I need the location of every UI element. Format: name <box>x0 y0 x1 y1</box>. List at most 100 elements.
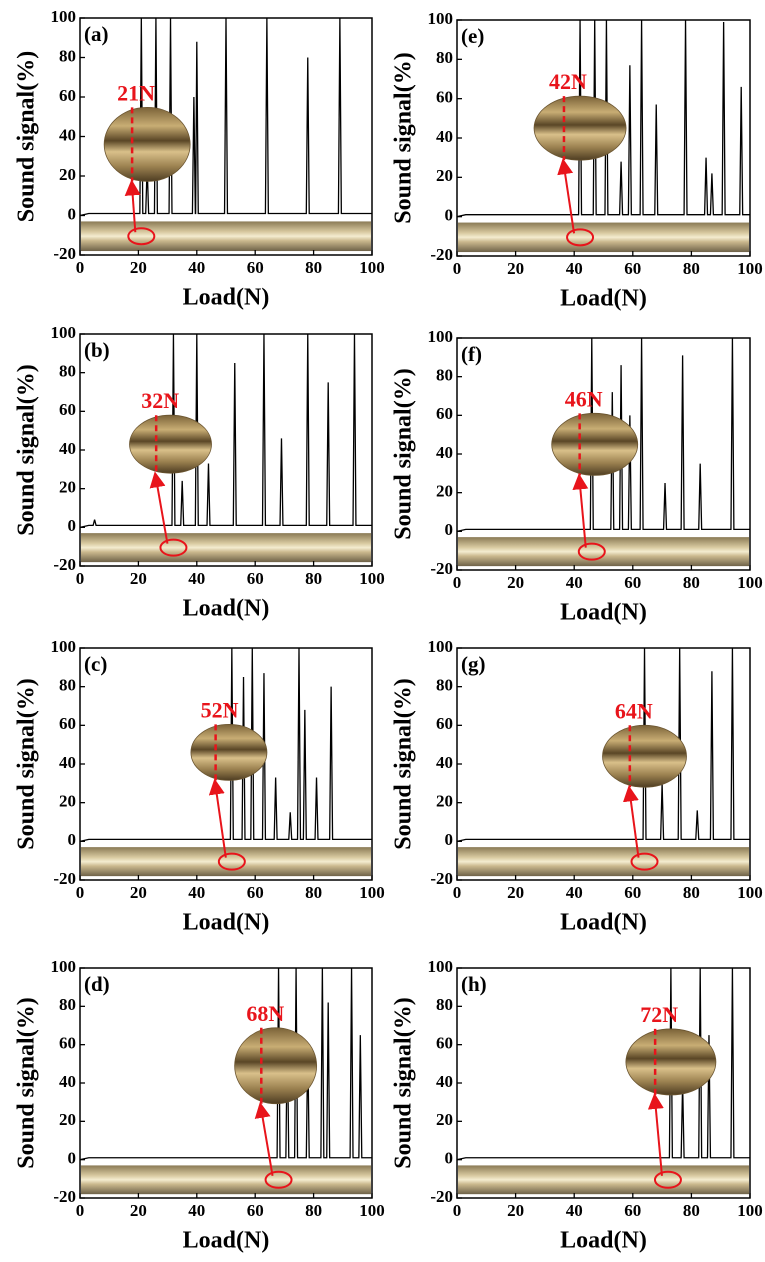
panel: 0 20 40 60 80 100-20020406080100Load(N)Sound … <box>391 957 763 1254</box>
x-tick-label: 80 <box>683 883 700 902</box>
x-axis-label: Load(N) <box>183 596 270 622</box>
y-tick-label: 0 <box>68 204 77 223</box>
y-axis-label: Sound signal(%) <box>14 364 40 535</box>
x-tick-label: 100 <box>359 258 385 277</box>
panel-label: (g) <box>461 652 486 676</box>
x-tick-label: 60 <box>247 569 264 588</box>
y-axis-label: Sound signal(%) <box>391 52 417 223</box>
x-tick-label: 0 <box>76 258 85 277</box>
y-tick-label: 100 <box>428 327 454 346</box>
y-tick-label: 40 <box>436 1072 453 1091</box>
x-tick-label: 60 <box>247 1201 264 1220</box>
x-tick-label: 20 <box>130 883 147 902</box>
signal-line <box>456 337 750 532</box>
x-tick-label: 0 <box>76 569 85 588</box>
x-axis-label: Load(N) <box>183 1228 270 1254</box>
y-tick-label: 0 <box>68 830 77 849</box>
panel: 0 20 40 60 80 100-20020406080100Load(N)Sound … <box>14 637 385 936</box>
panel-label: (b) <box>84 338 110 362</box>
scratch-track <box>458 1165 749 1195</box>
y-tick-label: 100 <box>428 637 454 656</box>
x-tick-label: 0 <box>453 1201 462 1220</box>
y-tick-label: 60 <box>59 86 76 105</box>
x-tick-label: 40 <box>566 883 583 902</box>
x-axis-label: Load(N) <box>560 600 647 626</box>
panel: 0 20 40 60 80 100-20020406080100Load(N)Sound … <box>14 323 385 622</box>
y-tick-label: -20 <box>53 555 76 574</box>
x-tick-label: 100 <box>359 883 385 902</box>
critical-arrow <box>647 1092 664 1176</box>
x-tick-label: 60 <box>624 573 641 592</box>
y-tick-label: 100 <box>428 9 454 28</box>
panel-label: (e) <box>461 24 484 48</box>
y-tick-label: 100 <box>51 957 77 976</box>
y-tick-label: 60 <box>436 88 453 107</box>
x-tick-label: 40 <box>566 573 583 592</box>
x-tick-label: 40 <box>566 1201 583 1220</box>
y-tick-label: 20 <box>436 1110 453 1129</box>
y-tick-label: 40 <box>436 443 453 462</box>
critical-arrow <box>149 471 169 544</box>
micrograph <box>103 106 191 182</box>
y-tick-label: 100 <box>51 637 77 656</box>
y-tick-label: 80 <box>436 366 453 385</box>
x-tick-label: 40 <box>188 258 205 277</box>
micrograph <box>625 1028 717 1096</box>
x-tick-label: 20 <box>507 883 524 902</box>
y-tick-label: 40 <box>436 127 453 146</box>
x-tick-label: 0 <box>453 259 462 278</box>
y-tick-label: 100 <box>51 7 77 26</box>
y-tick-label: 0 <box>445 206 454 225</box>
signal-line <box>79 647 372 842</box>
critical-load-label: 46N <box>565 386 603 411</box>
y-tick-label: 80 <box>436 995 453 1014</box>
critical-arrow <box>572 473 589 548</box>
x-tick-label: 100 <box>737 883 763 902</box>
x-tick-label: 0 <box>76 1201 85 1220</box>
x-tick-label: 20 <box>507 573 524 592</box>
x-tick-label: 100 <box>737 259 763 278</box>
micrograph <box>190 724 268 781</box>
critical-spot <box>630 852 659 871</box>
y-tick-label: 20 <box>59 478 76 497</box>
x-axis-label: Load(N) <box>183 285 270 311</box>
panel-label: (d) <box>84 972 110 996</box>
y-tick-label: 60 <box>59 1034 76 1053</box>
scratch-track <box>81 1165 371 1195</box>
y-tick-label: 80 <box>59 995 76 1014</box>
x-tick-label: 100 <box>737 573 763 592</box>
critical-load-label: 68N <box>246 1001 284 1026</box>
micrograph <box>234 1027 318 1105</box>
signal-line <box>456 19 750 218</box>
y-tick-label: 100 <box>428 957 454 976</box>
panel: 0 20 40 60 80 100-20020406080100Load(N)Sound … <box>391 327 763 626</box>
scratch-track <box>81 221 371 252</box>
x-tick-label: 80 <box>683 573 700 592</box>
micrograph <box>129 414 212 474</box>
critical-arrow <box>124 179 141 233</box>
critical-arrow <box>208 778 227 858</box>
x-tick-label: 0 <box>76 883 85 902</box>
x-tick-label: 0 <box>453 883 462 902</box>
panel-label: (f) <box>461 342 482 366</box>
x-tick-label: 80 <box>683 1201 700 1220</box>
y-axis-label: Sound signal(%) <box>391 997 417 1168</box>
x-axis-label: Load(N) <box>560 910 647 936</box>
y-tick-label: -20 <box>430 245 453 264</box>
signal-line <box>79 333 372 528</box>
y-tick-label: 0 <box>445 830 454 849</box>
scratch-track <box>458 537 749 567</box>
y-tick-label: 20 <box>436 166 453 185</box>
y-tick-label: 60 <box>436 714 453 733</box>
critical-spot <box>577 542 606 561</box>
scratch-track <box>81 533 371 563</box>
x-tick-label: 40 <box>188 1201 205 1220</box>
y-axis-label: Sound signal(%) <box>391 678 417 849</box>
y-tick-label: 20 <box>436 482 453 501</box>
scratch-track <box>81 847 371 877</box>
y-tick-label: 80 <box>59 46 76 65</box>
x-tick-label: 20 <box>130 1201 147 1220</box>
y-tick-label: 0 <box>445 1149 454 1168</box>
critical-spot <box>264 1170 293 1189</box>
x-tick-label: 100 <box>737 1201 763 1220</box>
